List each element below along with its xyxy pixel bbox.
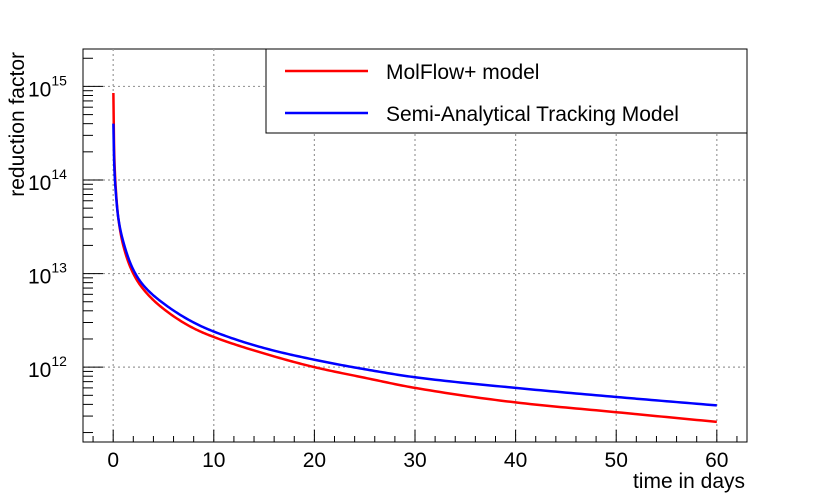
x-tick-label: 30 xyxy=(403,449,426,472)
series-lines xyxy=(112,93,717,424)
axis-ticks xyxy=(83,57,738,442)
legend-box xyxy=(265,48,748,134)
legend: MolFlow+ model Semi-Analytical Tracking … xyxy=(265,48,748,134)
x-tick-label: 10 xyxy=(202,449,225,472)
series-line-semi-analytical xyxy=(112,123,717,407)
x-tick-label: 20 xyxy=(303,449,326,472)
x-tick-label: 40 xyxy=(504,449,527,472)
x-tick-label: 0 xyxy=(107,449,119,472)
y-tick-label: 1014 xyxy=(28,166,67,195)
x-axis-label: time in days xyxy=(633,470,745,493)
legend-label-semi-analytical: Semi-Analytical Tracking Model xyxy=(386,103,679,126)
y-tick-label: 1013 xyxy=(28,260,67,289)
x-tick-label: 50 xyxy=(605,449,628,472)
y-axis-label: reduction factor xyxy=(6,52,29,197)
series-line-molflow xyxy=(112,93,717,424)
tick-labels: 0 10 20 30 40 50 60 1012 1013 1014 1015 xyxy=(28,72,728,472)
x-tick-label: 60 xyxy=(705,449,728,472)
y-tick-label: 1012 xyxy=(28,353,67,382)
y-tick-label: 1015 xyxy=(28,72,67,101)
legend-label-molflow: MolFlow+ model xyxy=(386,61,539,84)
